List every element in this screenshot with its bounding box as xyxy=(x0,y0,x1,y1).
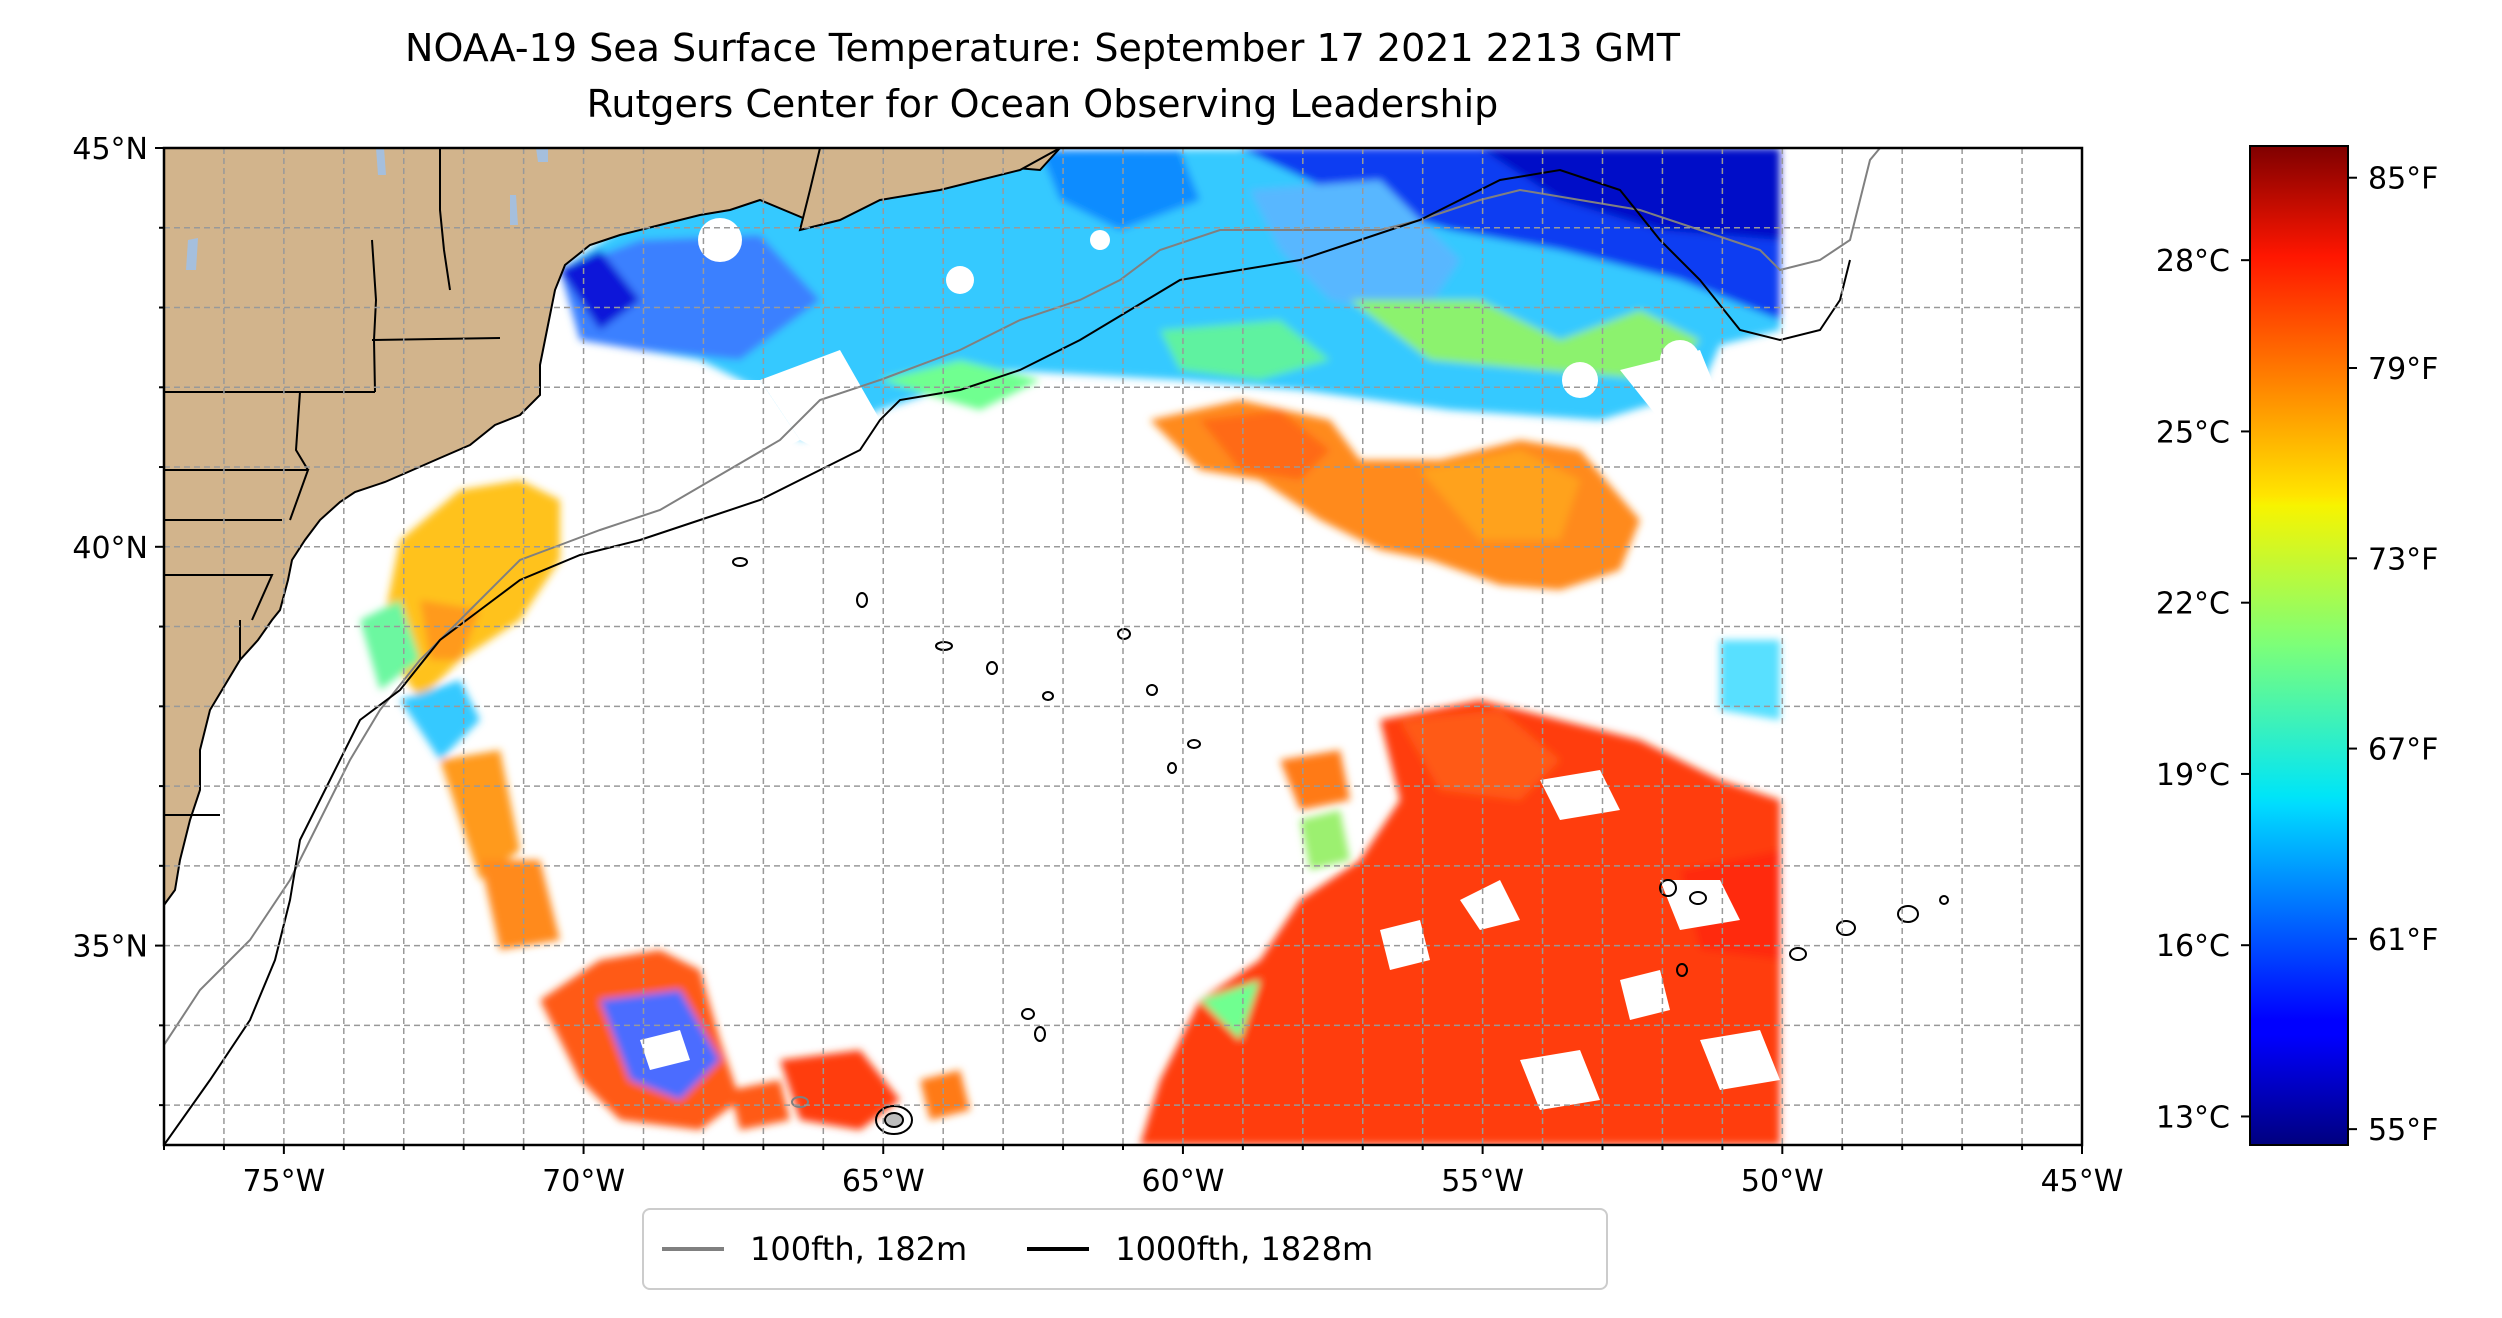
nova-scotia-land xyxy=(798,148,1061,232)
legend-entry-100fth: 100fth, 182m xyxy=(662,1230,967,1268)
sst-warm-band xyxy=(1150,400,1640,590)
lon-tick-label: 50°W xyxy=(1741,1164,1824,1199)
lat-tick-label: 45°N xyxy=(72,132,148,167)
inland-water xyxy=(186,148,548,270)
colorbar xyxy=(2249,145,2349,1146)
lat-tick-label: 40°N xyxy=(72,531,148,566)
colorbar-c-tick-label: 28°C xyxy=(2156,244,2230,279)
colorbar-c-tick-label: 13°C xyxy=(2156,1100,2230,1135)
sst-northern-swath xyxy=(560,148,1780,440)
colorbar-f-tick-label: 55°F xyxy=(2368,1113,2438,1148)
land-mass xyxy=(164,148,1062,907)
figure-subtitle: Rutgers Center for Ocean Observing Leade… xyxy=(586,82,1499,126)
colorbar-f-tick-label: 85°F xyxy=(2368,162,2438,197)
lat-tick-label: 35°N xyxy=(72,930,148,965)
colorbar-c-tick-label: 22°C xyxy=(2156,587,2230,622)
colorbar-f-tick-label: 79°F xyxy=(2368,352,2438,387)
cloud-mask xyxy=(500,218,1780,1110)
gridlines xyxy=(164,148,2082,1145)
colorbar-c-tick-label: 25°C xyxy=(2156,415,2230,450)
axis-ticks: 75°W 70°W 65°W 60°W 55°W 50°W 45°W 45°N 40°N 35°N xyxy=(72,132,2123,1199)
legend-label-100fth: 100fth, 182m xyxy=(750,1230,968,1268)
legend-swatch-100fth xyxy=(662,1247,724,1251)
colorbar-c-tick-label: 16°C xyxy=(2156,929,2230,964)
seamount-contours xyxy=(732,557,1949,1135)
lon-tick-label: 45°W xyxy=(2041,1164,2124,1199)
legend: 100fth, 182m 1000fth, 1828m xyxy=(642,1208,1608,1290)
lon-tick-label: 75°W xyxy=(242,1164,325,1199)
lon-tick-label: 55°W xyxy=(1441,1164,1524,1199)
state-borders xyxy=(164,148,501,816)
lon-tick-label: 70°W xyxy=(542,1164,625,1199)
contour-100fth xyxy=(164,148,1881,1046)
colorbar-ticks: 55°F 61°F 67°F 73°F 79°F 85°F 13°C 16°C 19°C 22°C… xyxy=(2156,162,2439,1148)
colorbar-f-tick-label: 67°F xyxy=(2368,733,2438,768)
contour-1000fth xyxy=(164,168,1851,1145)
figure-title: NOAA-19 Sea Surface Temperature: Septemb… xyxy=(405,26,1680,70)
colorbar-f-tick-label: 61°F xyxy=(2368,923,2438,958)
legend-label-1000fth: 1000fth, 1828m xyxy=(1115,1230,1374,1268)
lon-tick-label: 65°W xyxy=(842,1164,925,1199)
colorbar-f-tick-label: 73°F xyxy=(2368,542,2438,577)
legend-swatch-1000fth xyxy=(1027,1247,1090,1251)
colorbar-c-tick-label: 19°C xyxy=(2156,758,2230,793)
lon-tick-label: 60°W xyxy=(1142,1164,1225,1199)
legend-entry-1000fth: 1000fth, 1828m xyxy=(1027,1230,1373,1268)
